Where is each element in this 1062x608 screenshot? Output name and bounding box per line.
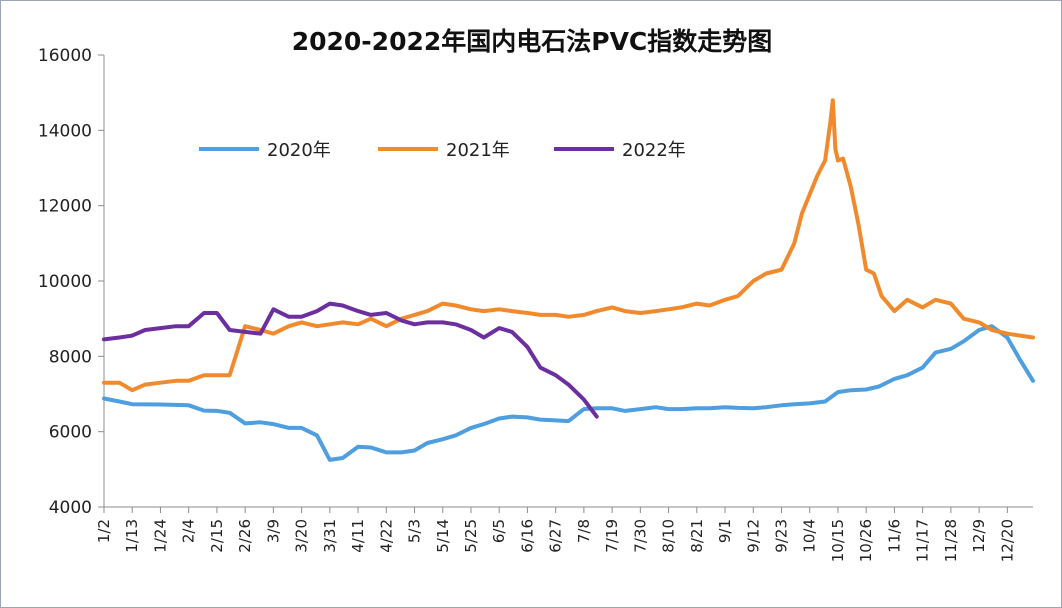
x-tick-label: 4/11 xyxy=(349,519,367,553)
x-tick-label: 5/25 xyxy=(462,519,480,553)
x-tick-label: 11/17 xyxy=(914,519,932,562)
x-tick-label: 12/9 xyxy=(970,519,988,553)
y-tick-label: 14000 xyxy=(38,121,92,141)
legend-item: 2020年 xyxy=(199,140,331,161)
x-tick-label: 5/14 xyxy=(434,519,452,553)
chart-title: 2020-2022年国内电石法PVC指数走势图 xyxy=(292,27,773,56)
x-tick-label: 9/23 xyxy=(773,519,791,553)
x-tick-label: 8/21 xyxy=(688,519,706,553)
x-tick-label: 7/8 xyxy=(575,519,593,543)
legend-item: 2021年 xyxy=(378,140,510,161)
x-tick-label: 11/28 xyxy=(942,519,960,562)
x-tick-label: 1/2 xyxy=(95,519,113,543)
x-tick-label: 6/16 xyxy=(518,519,536,553)
y-tick-label: 4000 xyxy=(49,498,92,518)
x-tick-label: 9/1 xyxy=(716,519,734,543)
x-tick-label: 3/31 xyxy=(321,519,339,553)
x-tick-label: 1/24 xyxy=(151,519,169,553)
x-tick-label: 4/22 xyxy=(377,519,395,553)
x-tick-label: 9/12 xyxy=(744,519,762,553)
x-tick-label: 3/20 xyxy=(293,519,311,553)
series-line-0 xyxy=(102,324,1035,462)
x-tick-label: 1/13 xyxy=(123,519,141,553)
x-tick-label: 2/15 xyxy=(208,519,226,553)
x-tick-label: 3/9 xyxy=(264,519,282,543)
x-tick-label: 2/4 xyxy=(180,519,198,543)
x-tick-label: 6/27 xyxy=(547,519,565,553)
y-tick-label: 16000 xyxy=(38,46,92,66)
x-tick-label: 10/26 xyxy=(857,519,875,562)
y-tick-label: 12000 xyxy=(38,197,92,217)
x-tick-label: 7/30 xyxy=(631,519,649,553)
axes: 4000 6000 8000 10000 12000 14000 16000 1/2 1/13 1… xyxy=(38,46,1033,562)
y-tick-label: 6000 xyxy=(49,423,92,443)
y-tick-label: 10000 xyxy=(38,272,92,292)
x-tick-label: 6/5 xyxy=(490,519,508,543)
x-tick-label: 12/20 xyxy=(998,519,1016,562)
series-line-1 xyxy=(102,98,1035,393)
legend-label: 2020年 xyxy=(267,140,331,161)
series-line-2 xyxy=(102,301,599,419)
x-tick-label: 10/15 xyxy=(829,519,847,562)
legend-item: 2022年 xyxy=(554,140,686,161)
legend-label: 2022年 xyxy=(622,140,686,161)
x-tick-label: 10/4 xyxy=(801,519,819,553)
x-tick-label: 8/10 xyxy=(660,519,678,553)
series-layer xyxy=(102,98,1035,462)
x-tick-label: 5/3 xyxy=(406,519,424,543)
x-tick-label: 7/19 xyxy=(603,519,621,553)
legend-label: 2021年 xyxy=(446,140,510,161)
x-tick-label: 2/26 xyxy=(236,519,254,553)
y-tick-label: 8000 xyxy=(49,347,92,367)
x-tick-label: 11/6 xyxy=(885,519,903,553)
legend: 2020年 2021年 2022年 xyxy=(199,140,686,161)
